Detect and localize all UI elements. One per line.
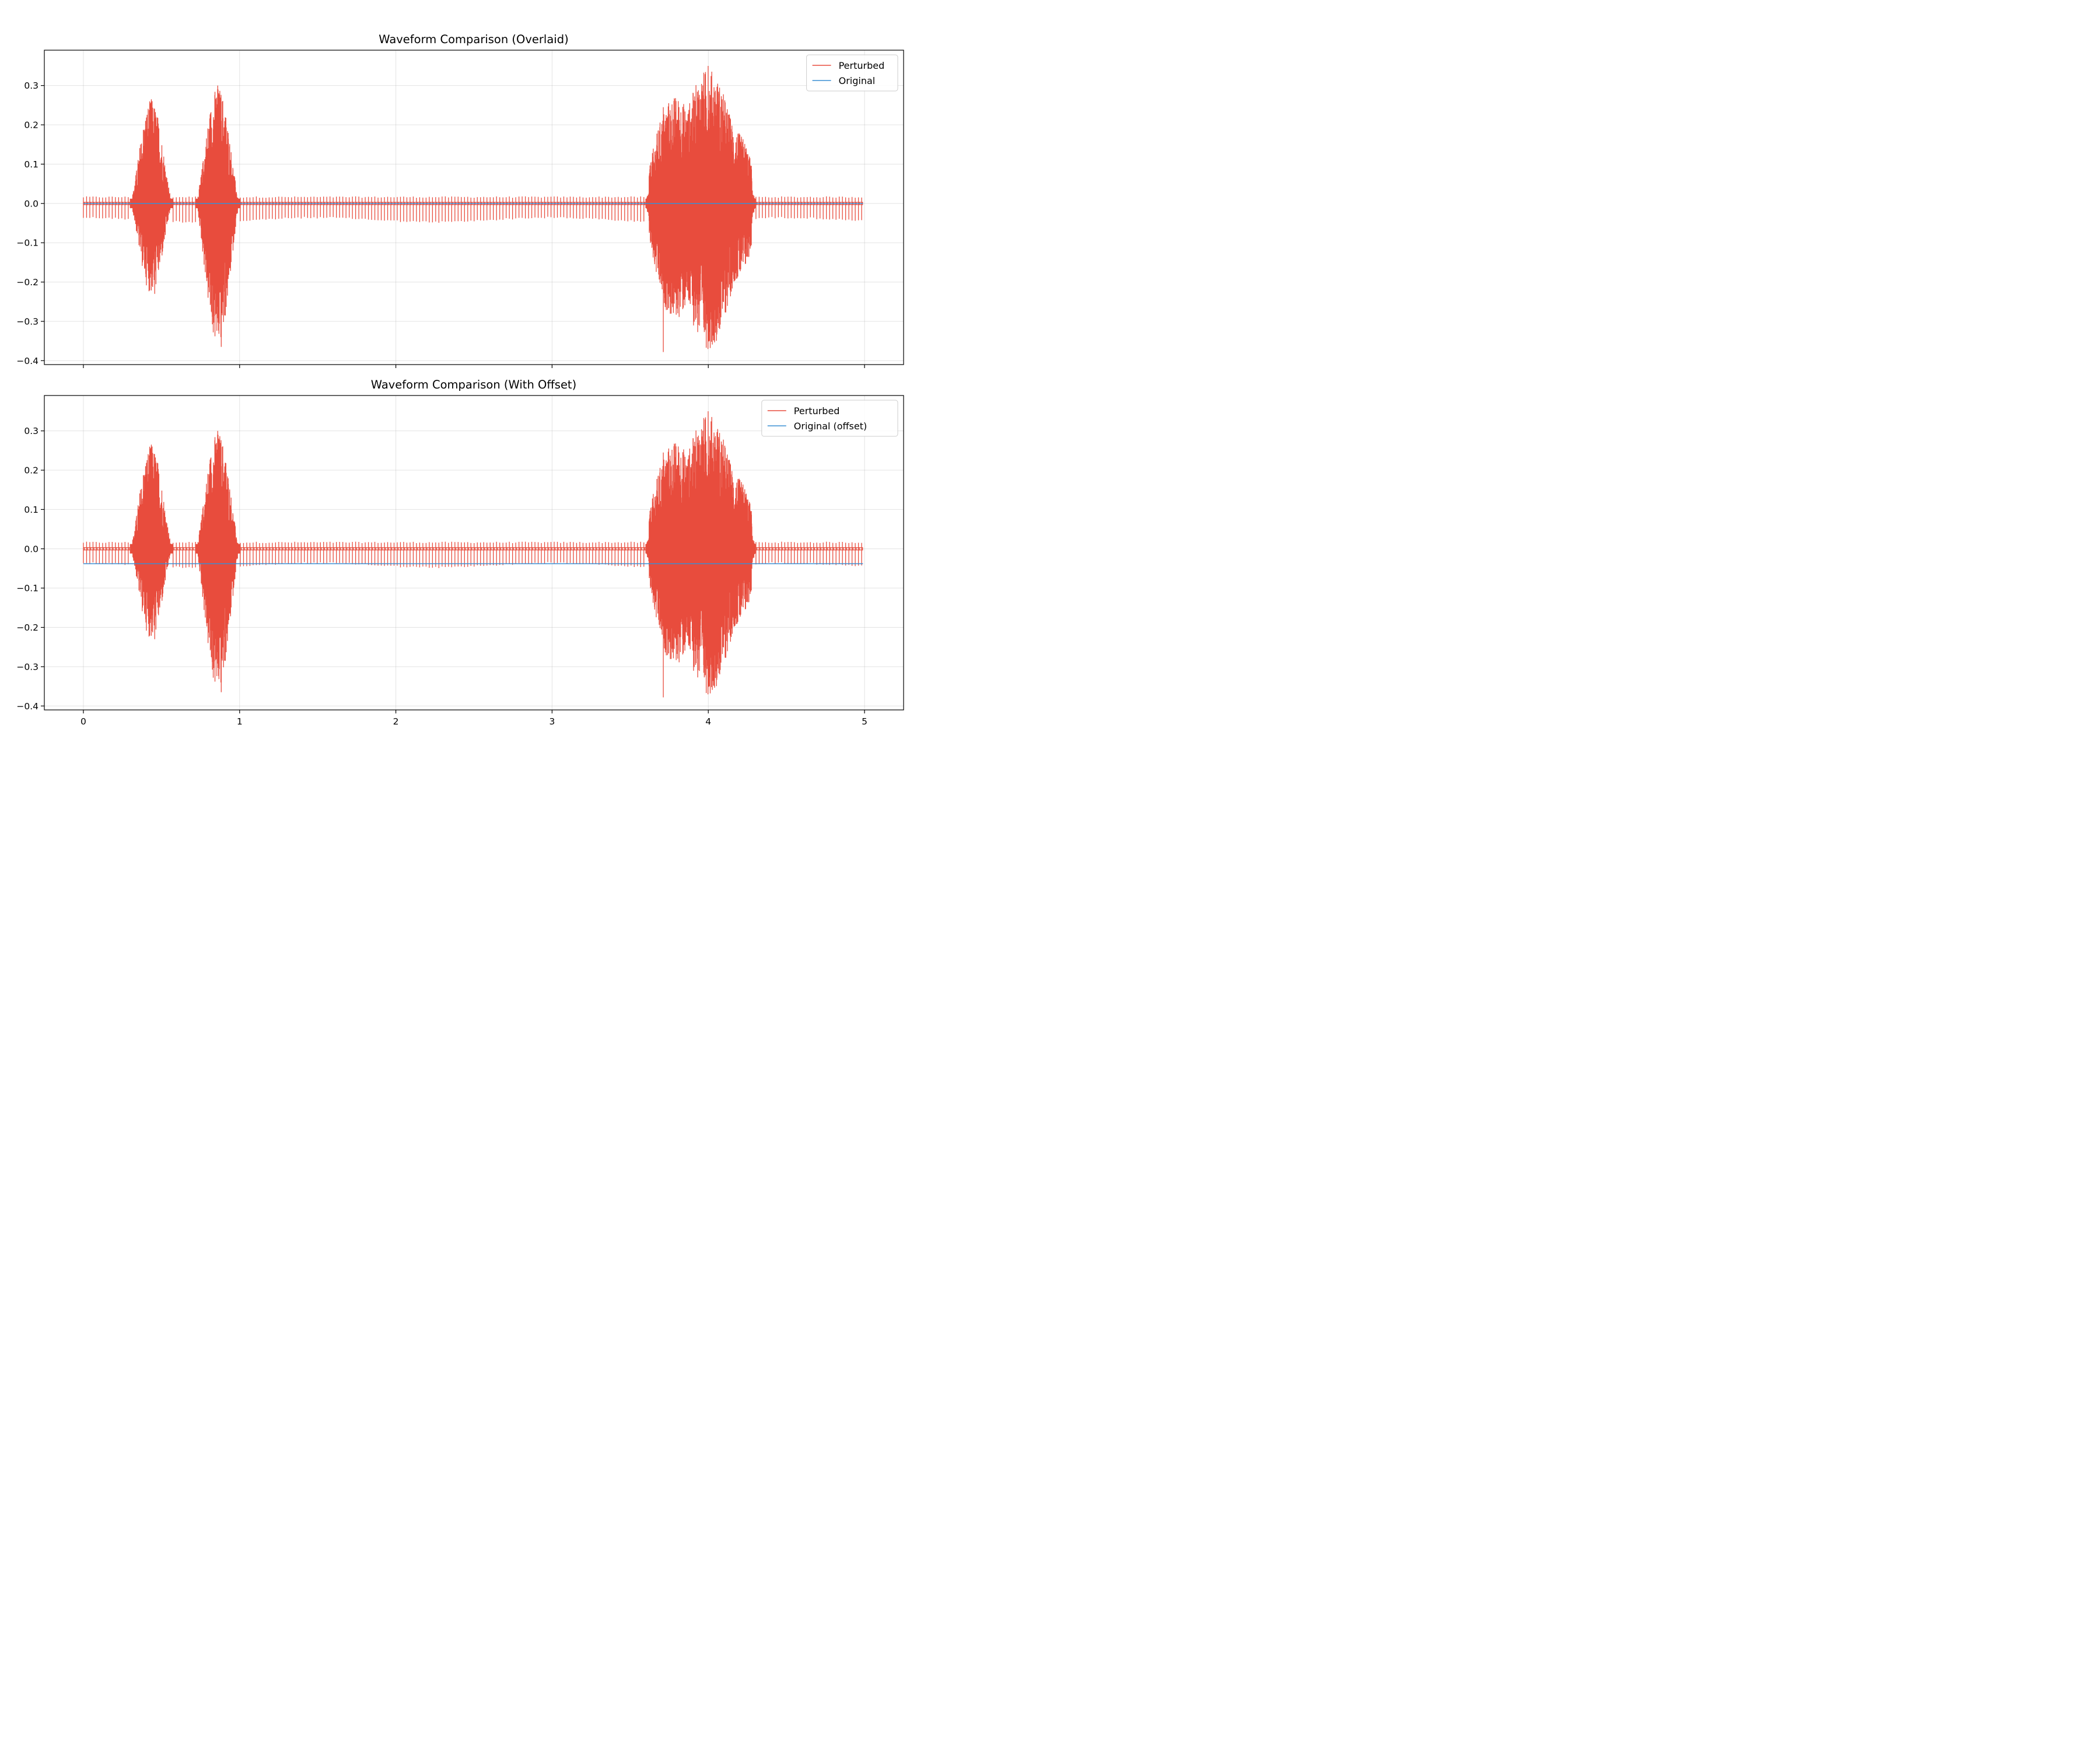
x-tick-label: 4 bbox=[705, 716, 711, 727]
legend-label: Perturbed bbox=[839, 60, 885, 71]
x-tick-label: 3 bbox=[549, 716, 555, 727]
x-tick-label: 5 bbox=[862, 716, 867, 727]
series-line-perturbed bbox=[83, 411, 863, 698]
y-tick-label: −0.3 bbox=[16, 316, 38, 327]
legend-label: Perturbed bbox=[794, 405, 840, 416]
y-tick-label: −0.4 bbox=[16, 356, 38, 366]
x-tick-label: 1 bbox=[237, 716, 243, 727]
y-tick-label: −0.1 bbox=[16, 238, 38, 249]
y-tick-label: −0.1 bbox=[16, 583, 38, 594]
x-tick-label: 2 bbox=[393, 716, 399, 727]
figure: Waveform Comparison (Overlaid) 0.3 0.2 0.1… bbox=[16, 33, 904, 727]
offset-panel: Waveform Comparison (With Offset) 0 1 2 3 4 5… bbox=[16, 378, 904, 727]
legend: Perturbed Original (offset) bbox=[761, 400, 898, 437]
y-tick-label: −0.3 bbox=[16, 662, 38, 672]
legend-box bbox=[806, 54, 898, 92]
series bbox=[83, 411, 863, 698]
series bbox=[83, 65, 863, 352]
y-tick-label: 0.1 bbox=[24, 505, 38, 515]
y-tick-label: −0.2 bbox=[16, 277, 38, 288]
y-tick-label: 0.2 bbox=[24, 466, 38, 476]
y-tick-label: 0.2 bbox=[24, 120, 38, 131]
legend: Perturbed Original bbox=[806, 54, 898, 92]
overlaid-panel: Waveform Comparison (Overlaid) 0.3 0.2 0.1… bbox=[16, 33, 904, 368]
legend-label: Original bbox=[839, 75, 876, 86]
y-tick-label: −0.4 bbox=[16, 701, 38, 712]
axes: 0.3 0.2 0.1 0.0 −0.1 −0.2 −0.3 −0.4 bbox=[16, 50, 904, 368]
series-line-perturbed bbox=[83, 65, 863, 352]
y-tick-label: 0.0 bbox=[24, 198, 38, 209]
y-tick-label: 0.3 bbox=[24, 426, 38, 436]
panel-title: Waveform Comparison (Overlaid) bbox=[379, 33, 568, 46]
y-tick-label: 0.3 bbox=[24, 80, 38, 91]
y-tick-label: 0.0 bbox=[24, 544, 38, 554]
legend-box bbox=[761, 400, 898, 437]
plot-frame bbox=[44, 395, 904, 710]
grid bbox=[44, 396, 904, 710]
axes: 0 1 2 3 4 5 0.3 0.2 0.1 0.0 −0.1 −0.2 −0.3 −0.4 bbox=[16, 395, 904, 727]
y-tick-label: −0.2 bbox=[16, 622, 38, 633]
legend-label: Original (offset) bbox=[794, 421, 867, 432]
x-tick-label: 0 bbox=[80, 716, 86, 727]
panel-title: Waveform Comparison (With Offset) bbox=[371, 378, 576, 391]
plot-frame bbox=[44, 50, 904, 365]
y-tick-label: 0.1 bbox=[24, 159, 38, 170]
